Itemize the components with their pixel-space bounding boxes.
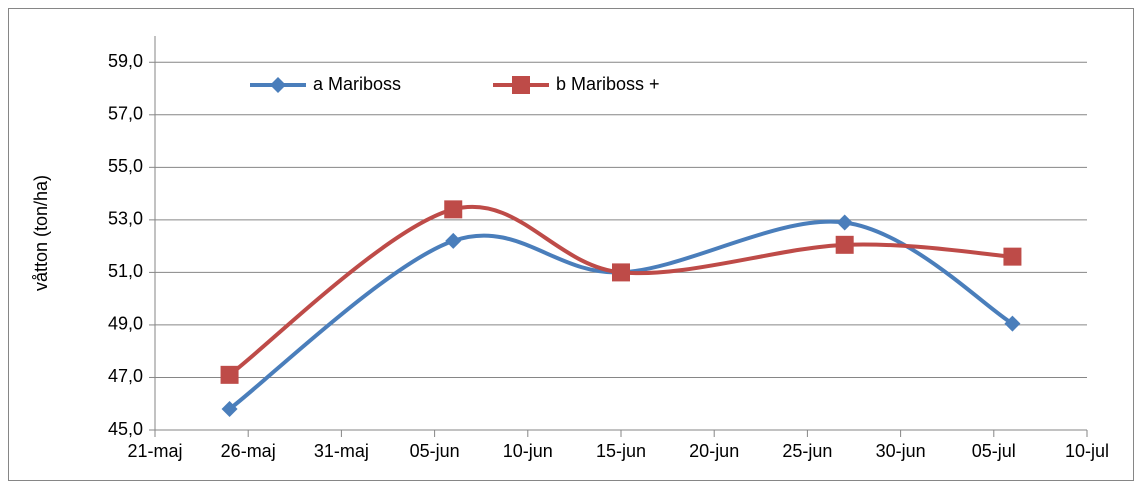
marker xyxy=(836,214,853,231)
x-tick-label: 15-jun xyxy=(596,441,646,461)
marker xyxy=(220,365,239,384)
y-tick-label: 53,0 xyxy=(108,209,143,229)
x-tick-label: 25-jun xyxy=(782,441,832,461)
x-tick-label: 10-jun xyxy=(503,441,553,461)
y-tick-label: 49,0 xyxy=(108,314,143,334)
marker xyxy=(445,232,462,249)
marker xyxy=(835,235,854,254)
legend-label: a Mariboss xyxy=(313,74,401,94)
chart-border xyxy=(8,8,1134,481)
legend-label: b Mariboss + xyxy=(556,74,660,94)
x-tick-label: 05-jun xyxy=(410,441,460,461)
y-tick-label: 57,0 xyxy=(108,104,143,124)
marker xyxy=(270,77,286,93)
x-tick-label: 26-maj xyxy=(221,441,276,461)
x-tick-label: 31-maj xyxy=(314,441,369,461)
y-tick-label: 59,0 xyxy=(108,51,143,71)
x-tick-label: 30-jun xyxy=(876,441,926,461)
x-tick-label: 10-jul xyxy=(1065,441,1109,461)
marker xyxy=(221,400,238,417)
y-tick-label: 51,0 xyxy=(108,261,143,281)
x-tick-label: 21-maj xyxy=(127,441,182,461)
x-tick-label: 05-jul xyxy=(972,441,1016,461)
marker xyxy=(1004,315,1021,332)
marker xyxy=(444,200,463,219)
y-tick-label: 45,0 xyxy=(108,419,143,439)
y-tick-label: 47,0 xyxy=(108,366,143,386)
marker xyxy=(1003,247,1022,266)
x-tick-label: 20-jun xyxy=(689,441,739,461)
y-axis-label: våtton (ton/ha) xyxy=(31,175,51,291)
marker xyxy=(512,76,530,94)
y-tick-label: 55,0 xyxy=(108,156,143,176)
marker xyxy=(612,263,630,282)
